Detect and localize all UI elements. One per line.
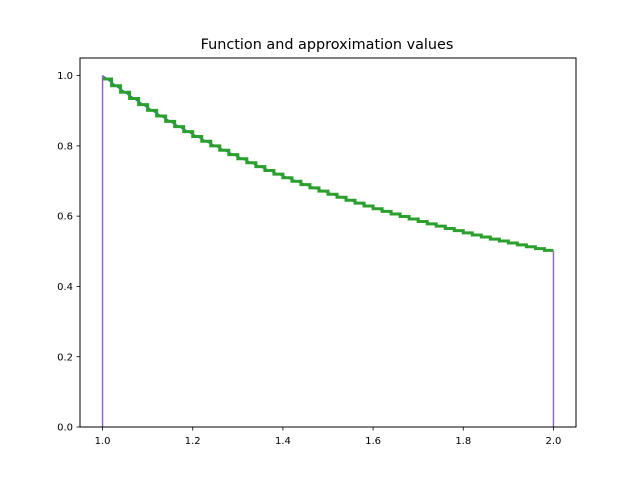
x-tick-label: 1.6 <box>365 436 381 447</box>
y-tick-label: 0.0 <box>57 423 73 434</box>
function-line <box>102 74 554 253</box>
x-tick-label: 1.8 <box>455 436 471 447</box>
y-tick-label: 0.2 <box>57 352 73 363</box>
approximation-1-steps <box>102 78 554 252</box>
y-tick-label: 0.8 <box>57 141 73 152</box>
y-axis: 0.0 0.2 0.4 0.6 0.8 1.0 <box>57 71 80 434</box>
chart-title: Function and approximation values <box>201 37 454 53</box>
axes-frame <box>79 57 577 428</box>
x-tick-label: 1.2 <box>185 436 201 447</box>
x-tick-label: 2.0 <box>546 436 562 447</box>
y-tick-label: 0.4 <box>57 282 73 293</box>
series-layer <box>101 74 555 427</box>
x-axis: 1.0 1.2 1.4 1.6 1.8 2.0 <box>95 427 562 447</box>
x-tick-label: 1.0 <box>95 436 111 447</box>
x-tick-label: 1.4 <box>275 436 291 447</box>
y-tick-label: 1.0 <box>57 71 73 82</box>
approximation-2-steps <box>102 77 554 252</box>
y-tick-label: 0.6 <box>57 212 73 223</box>
